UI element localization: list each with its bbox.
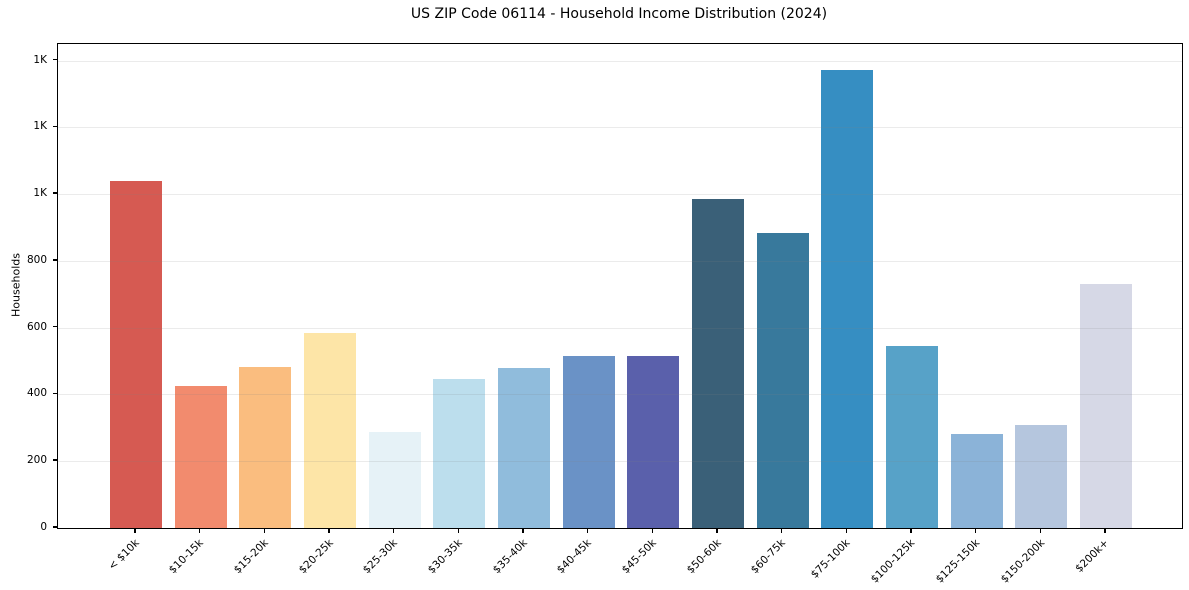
x-tick-label: $10-15k (167, 536, 207, 576)
y-axis-ticks: 0 200 400 600 800 1K 1K 1K (0, 43, 57, 533)
y-tick-mark (53, 192, 57, 194)
bar (756, 233, 809, 528)
y-tick-label: 200 (26, 454, 47, 467)
x-tick-mark (457, 528, 460, 533)
y-tick-mark (53, 259, 57, 261)
y-tick-mark (53, 526, 57, 528)
bar (692, 199, 744, 528)
bar (174, 385, 227, 528)
x-tick-mark (263, 528, 266, 533)
bar (1015, 425, 1068, 528)
x-tick-mark (845, 528, 848, 533)
y-tick-label: 800 (26, 253, 47, 266)
bar (239, 367, 292, 528)
x-tick-label: $35-40k (490, 536, 530, 576)
bar (498, 368, 550, 528)
x-tick-mark (392, 528, 395, 533)
x-tick-mark (780, 528, 783, 533)
x-tick-mark (910, 528, 912, 533)
plot-area (57, 43, 1183, 529)
bar (821, 69, 874, 528)
bar (304, 333, 356, 528)
y-tick-mark (53, 325, 57, 328)
bar (950, 433, 1003, 528)
x-tick-label: < $10k (105, 536, 142, 573)
x-tick-label: $100-125k (868, 536, 918, 586)
x-tick-mark (651, 528, 654, 533)
x-tick-mark (586, 528, 589, 533)
x-tick-label: $40-45k (555, 536, 595, 576)
x-tick-label: $200k+ (1073, 536, 1112, 575)
x-tick-label: $30-35k (425, 536, 465, 576)
x-tick-mark (974, 528, 977, 533)
x-tick-label: $60-75k (749, 536, 789, 576)
bar (433, 379, 486, 528)
x-tick-mark (328, 528, 330, 533)
y-tick-label: 400 (26, 387, 47, 400)
bar (110, 180, 162, 528)
bar (562, 356, 615, 528)
x-tick-label: $75-100k (809, 536, 853, 581)
x-tick-label: $125-150k (933, 536, 983, 586)
x-tick-mark (1039, 528, 1042, 533)
y-tick-mark (53, 392, 57, 395)
y-tick-label: 1K (33, 53, 47, 66)
x-tick-mark (716, 528, 718, 533)
chart-title: US ZIP Code 06114 - Household Income Dis… (410, 6, 828, 22)
x-tick-label: $50-60k (684, 536, 724, 576)
y-tick-label: 1K (33, 120, 47, 133)
x-tick-mark (198, 528, 201, 533)
bar (1080, 284, 1132, 528)
y-tick-label: 1K (33, 187, 47, 200)
x-tick-label: $15-20k (231, 536, 271, 576)
bar (886, 346, 938, 528)
bars-container (58, 44, 1182, 528)
x-tick-label: $20-25k (296, 536, 336, 576)
x-tick-mark (522, 528, 524, 533)
x-tick-mark (134, 528, 136, 533)
x-tick-label: $45-50k (619, 536, 659, 576)
y-tick-mark (53, 459, 57, 461)
bar (627, 356, 680, 528)
y-tick-mark (53, 58, 57, 61)
x-axis-ticks: < $10k $10-15k $15-20k $20-25k $25-30k $30-35… (57, 528, 1181, 590)
x-tick-mark (1104, 528, 1106, 533)
x-tick-label: $150-200k (998, 536, 1047, 586)
y-tick-mark (53, 125, 57, 128)
y-tick-label: 600 (26, 320, 47, 333)
y-tick-label: 0 (40, 521, 47, 533)
bar (368, 431, 421, 528)
x-tick-label: $25-30k (361, 536, 401, 576)
